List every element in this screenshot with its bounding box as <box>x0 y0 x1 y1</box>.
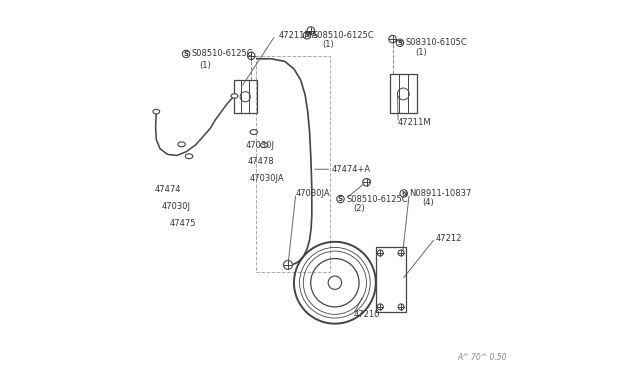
Circle shape <box>378 250 383 256</box>
Text: 47030JA: 47030JA <box>250 174 284 183</box>
Bar <box>234 80 257 113</box>
Text: S: S <box>338 196 343 202</box>
Circle shape <box>284 260 292 269</box>
Ellipse shape <box>231 94 238 98</box>
Text: S08510-6125C: S08510-6125C <box>191 49 253 58</box>
Circle shape <box>389 35 396 43</box>
Circle shape <box>378 304 383 310</box>
Circle shape <box>398 250 404 256</box>
Bar <box>376 247 406 312</box>
Text: 47210: 47210 <box>353 310 380 319</box>
Ellipse shape <box>178 142 186 147</box>
Text: 47474+A: 47474+A <box>331 165 371 174</box>
Bar <box>256 56 330 272</box>
Text: S08510-6125C: S08510-6125C <box>346 195 408 203</box>
Text: A^ 70^ 0.50: A^ 70^ 0.50 <box>458 353 507 362</box>
Text: S: S <box>397 40 403 46</box>
Text: 47478: 47478 <box>248 157 274 166</box>
Text: 47030J: 47030J <box>162 202 191 211</box>
Text: (1): (1) <box>322 40 333 49</box>
Circle shape <box>363 179 370 186</box>
Text: 47030J: 47030J <box>246 141 275 150</box>
Text: N: N <box>401 191 406 196</box>
Circle shape <box>248 52 255 60</box>
Text: 47474: 47474 <box>154 185 181 194</box>
Ellipse shape <box>260 142 268 147</box>
Ellipse shape <box>363 179 371 184</box>
Text: (4): (4) <box>422 198 434 207</box>
Ellipse shape <box>250 129 257 134</box>
Text: (2): (2) <box>353 204 365 213</box>
Circle shape <box>307 27 314 34</box>
Text: (1): (1) <box>199 61 211 70</box>
Text: S: S <box>184 51 189 57</box>
Text: 47211MA: 47211MA <box>279 31 319 40</box>
Text: (1): (1) <box>415 48 427 57</box>
Ellipse shape <box>186 154 193 158</box>
Text: S08310-6105C: S08310-6105C <box>406 38 467 47</box>
Text: S08510-6125C: S08510-6125C <box>312 31 374 40</box>
Text: S: S <box>305 32 310 38</box>
Text: 47475: 47475 <box>170 219 196 228</box>
Circle shape <box>398 304 404 310</box>
Text: N08911-10837: N08911-10837 <box>410 189 472 198</box>
Text: 47212: 47212 <box>435 234 461 243</box>
Text: 47211M: 47211M <box>398 118 432 127</box>
Circle shape <box>328 276 342 289</box>
Text: 47030JA: 47030JA <box>296 189 330 198</box>
Ellipse shape <box>153 109 159 114</box>
Bar <box>390 74 417 113</box>
